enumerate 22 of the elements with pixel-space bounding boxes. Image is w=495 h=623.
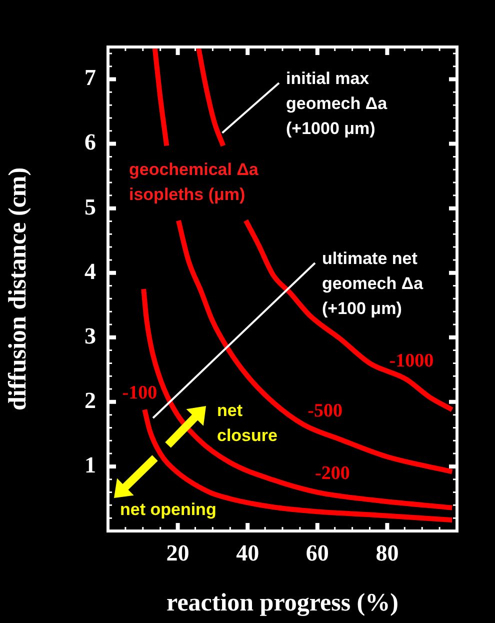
y-tick-label: 4 xyxy=(84,258,96,284)
annotation: ultimate net geomech Δa (+100 μm) xyxy=(322,249,424,318)
x-tick-label: 20 xyxy=(166,540,190,566)
x-tick-label: 40 xyxy=(236,540,260,566)
x-tick-label: 80 xyxy=(376,540,399,566)
annotation: initial max geomech Δa (+1000 μm) xyxy=(286,69,388,138)
annotation: net opening xyxy=(120,500,216,520)
annotation: geochemical Δa isopleths (μm) xyxy=(129,160,259,204)
y-tick-label: 5 xyxy=(84,194,96,220)
y-tick-label: 1 xyxy=(84,452,96,478)
series-label: -200 xyxy=(314,463,350,484)
x-axis-title: reaction progress (%) xyxy=(166,589,398,616)
y-tick-label: 3 xyxy=(84,323,96,348)
annotation: net closure xyxy=(217,401,278,446)
y-tick-label: 2 xyxy=(84,388,96,413)
y-axis-title: diffusion distance (cm) xyxy=(4,167,32,411)
series-label: -1000 xyxy=(389,350,434,372)
y-tick-label: 6 xyxy=(84,130,96,155)
x-tick-label: 60 xyxy=(306,540,329,566)
series-label: -100 xyxy=(122,382,158,404)
series-label: -500 xyxy=(308,400,342,422)
y-tick-label: 7 xyxy=(84,65,96,90)
